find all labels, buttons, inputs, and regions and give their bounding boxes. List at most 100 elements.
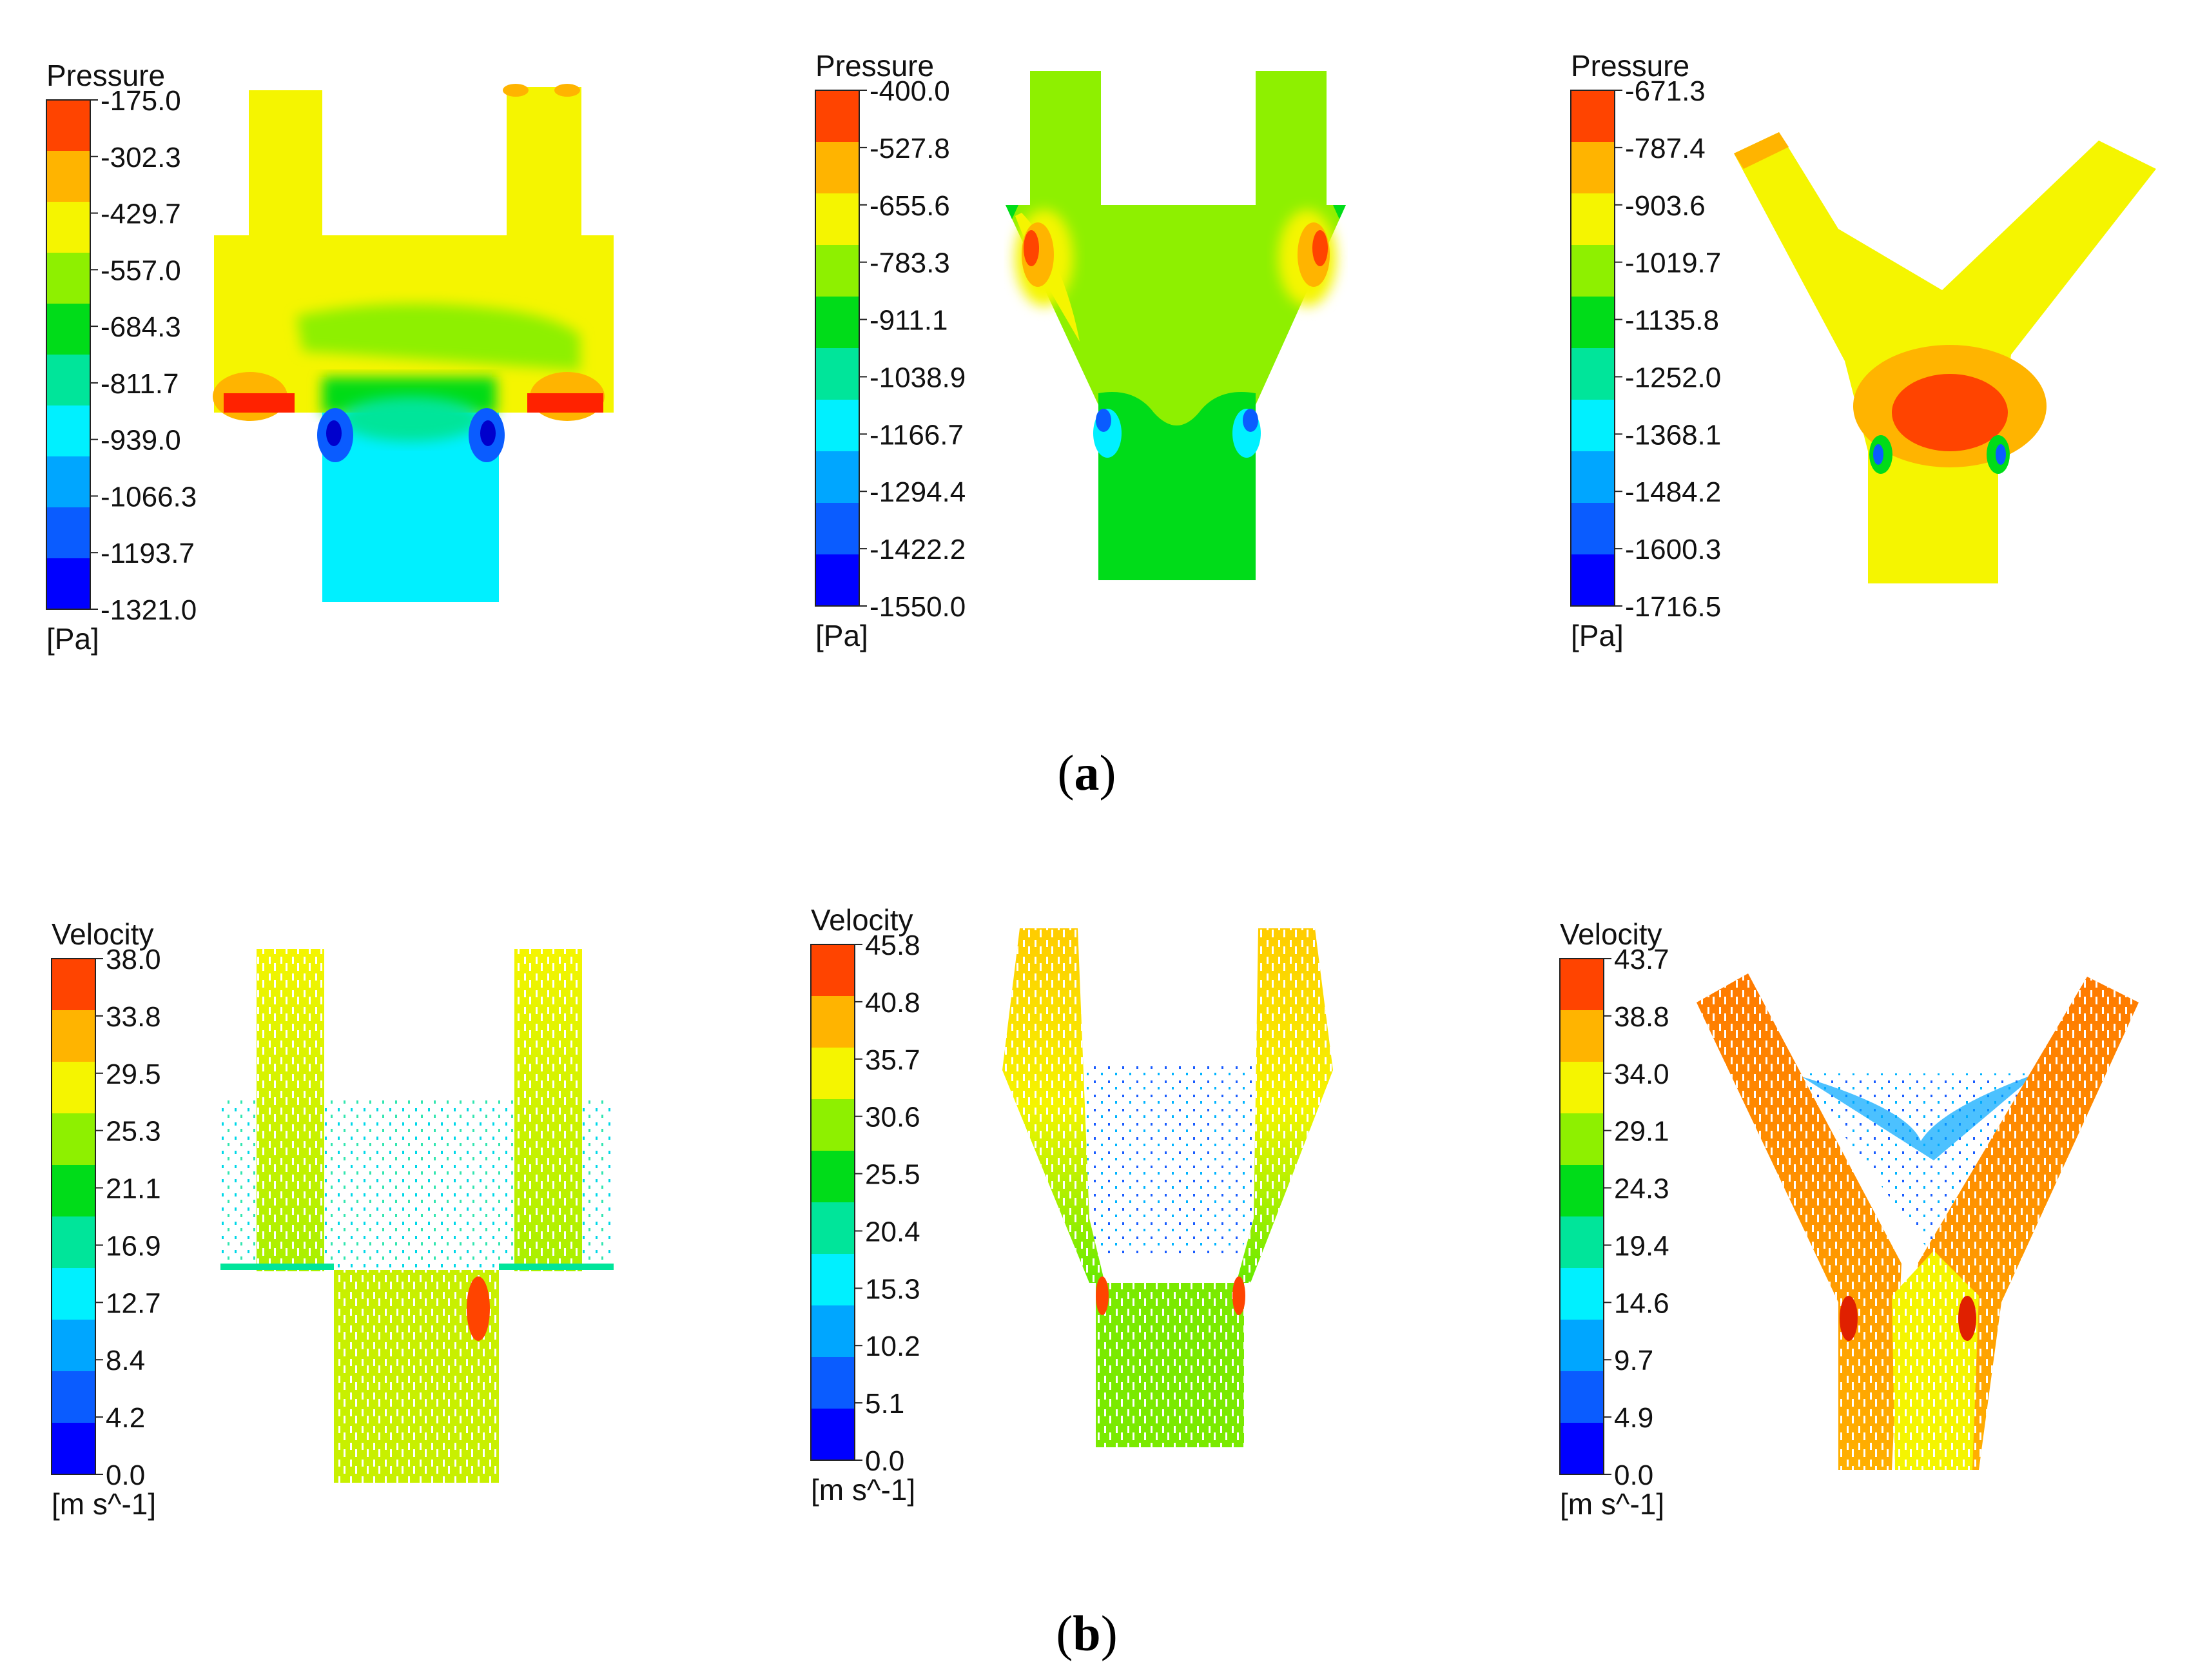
legend-color-segment: [46, 304, 90, 355]
legend-color-segment: [46, 151, 90, 202]
legend-color-segment: [1560, 1371, 1604, 1423]
legend-color-segment: [1571, 245, 1615, 297]
legend-tick-label: 16.9: [106, 1230, 161, 1262]
legend-color-segment: [811, 996, 855, 1048]
legend-tick-label: 12.7: [106, 1287, 161, 1319]
legend-tick-label: 29.1: [1614, 1116, 1669, 1148]
legend-tick-label: 0.0: [106, 1460, 145, 1491]
legend-color-segment: [1571, 297, 1615, 349]
legend-colorbar-frame: [815, 90, 860, 607]
legend-tick-label: 5.1: [865, 1388, 904, 1420]
t-junction-velocity-vectors: [220, 949, 614, 1483]
legend-color-segment: [1560, 1320, 1604, 1372]
legend-title: Velocity: [811, 903, 913, 937]
legend-color-segment: [52, 1165, 95, 1217]
legend-color-segment: [815, 245, 859, 297]
legend-tick-label: 40.8: [865, 987, 920, 1019]
legend-tick-label: -1368.1: [1625, 419, 1721, 451]
legend-tick-label: 0.0: [1614, 1460, 1653, 1491]
legend-tick-label: -1166.7: [870, 419, 964, 451]
legend-color-segment: [1560, 1062, 1604, 1114]
legend-color-segment: [1560, 959, 1604, 1011]
legend-color-segment: [46, 100, 90, 151]
legend-color-segment: [46, 507, 90, 559]
y-junction-velocity-vectors: [1697, 973, 2139, 1470]
legend-color-segment: [815, 400, 859, 452]
legend-colorbar-frame: [1559, 958, 1604, 1475]
legend-colorbar-frame: [46, 99, 91, 610]
legend-title: Velocity: [1560, 917, 1662, 951]
legend-tick-label: -1484.2: [1625, 476, 1721, 508]
caption-b: (b): [1056, 1605, 1117, 1661]
legend-unit: [Pa]: [46, 622, 99, 656]
legend-tick-label: -1716.5: [1625, 591, 1721, 623]
legend-color-segment: [52, 1371, 95, 1423]
legend-tick-label: -655.6: [870, 190, 950, 222]
legend-color-segment: [815, 348, 859, 400]
legend-color-segment: [1560, 1268, 1604, 1320]
legend-tick-label: 8.4: [106, 1345, 145, 1376]
legend-color-segment: [52, 1423, 95, 1475]
legend-tick-label: 9.7: [1614, 1345, 1653, 1376]
pressure-panel-t-junction: Pressure-175.0 -302.3 -429.7 -557.0 -684.3 -8…: [46, 59, 614, 656]
legend-title: Pressure: [815, 49, 934, 83]
legend-tick-label: -302.3: [101, 142, 181, 173]
legend-unit: [Pa]: [815, 619, 868, 652]
legend-tick-label: -911.1: [870, 305, 948, 337]
legend-tick-label: -783.3: [870, 248, 950, 279]
legend-color-segment: [52, 1268, 95, 1320]
legend-tick-label: 10.2: [865, 1331, 920, 1362]
legend-tick-label: -671.3: [1625, 75, 1706, 107]
legend-tick-label: -1321.0: [101, 594, 197, 626]
legend-tick-label: -1422.2: [870, 534, 966, 565]
legend-tick-label: -400.0: [870, 75, 950, 107]
legend-colorbar-frame: [1570, 90, 1615, 607]
legend-color-segment: [815, 554, 859, 607]
legend-tick-label: 33.8: [106, 1001, 161, 1033]
legend-tick-label: -1135.8: [1625, 305, 1719, 337]
legend-tick-label: 24.3: [1614, 1173, 1669, 1205]
tapered-junction-pressure-contour: [1006, 71, 1346, 580]
legend-color-segment: [811, 1151, 855, 1203]
pressure-legend: Pressure-175.0 -302.3 -429.7 -557.0 -684.3 -8…: [46, 59, 197, 656]
legend-title: Velocity: [52, 917, 154, 951]
t-junction-pressure-contour: [213, 84, 614, 602]
legend-colorbar-frame: [810, 944, 855, 1461]
legend-tick-label: 20.4: [865, 1216, 920, 1247]
legend-color-segment: [46, 202, 90, 253]
legend-color-segment: [1560, 1216, 1604, 1269]
legend-tick-label: -1600.3: [1625, 534, 1721, 565]
legend-color-segment: [52, 1216, 95, 1269]
legend-tick-label: -1550.0: [870, 591, 966, 623]
legend-tick-label: 38.0: [106, 944, 161, 975]
legend-tick-label: 29.5: [106, 1059, 161, 1090]
legend-color-segment: [1560, 1423, 1604, 1475]
legend-tick-label: -1066.3: [101, 481, 197, 513]
legend-tick-label: -1193.7: [101, 538, 195, 569]
legend-tick-label: 4.2: [106, 1402, 145, 1434]
legend-tick-label: -1252.0: [1625, 362, 1721, 393]
legend-color-segment: [815, 193, 859, 246]
legend-color-segment: [811, 944, 855, 997]
legend-tick-label: -939.0: [101, 425, 181, 456]
caption-b-letter: b: [1073, 1605, 1100, 1661]
y-junction-pressure-contour: [1734, 132, 2156, 583]
legend-tick-label: 34.0: [1614, 1059, 1669, 1090]
legend-tick-label: 43.7: [1614, 944, 1669, 975]
legend-color-segment: [1571, 90, 1615, 142]
legend-title: Pressure: [46, 59, 165, 92]
legend-color-segment: [811, 1357, 855, 1409]
legend-tick-label: 14.6: [1614, 1287, 1669, 1319]
legend-color-segment: [811, 1099, 855, 1151]
legend-color-segment: [815, 451, 859, 503]
legend-color-segment: [815, 90, 859, 142]
tapered-junction-velocity-vectors: [1002, 928, 1333, 1447]
caption-a-letter: a: [1075, 745, 1100, 801]
pressure-legend: Pressure-400.0 -527.8 -655.6 -783.3 -911.1 -1…: [815, 49, 966, 652]
legend-color-segment: [1560, 1113, 1604, 1166]
legend-color-segment: [52, 959, 95, 1011]
legend-color-segment: [811, 1409, 855, 1461]
legend-tick-label: 25.5: [865, 1159, 920, 1191]
